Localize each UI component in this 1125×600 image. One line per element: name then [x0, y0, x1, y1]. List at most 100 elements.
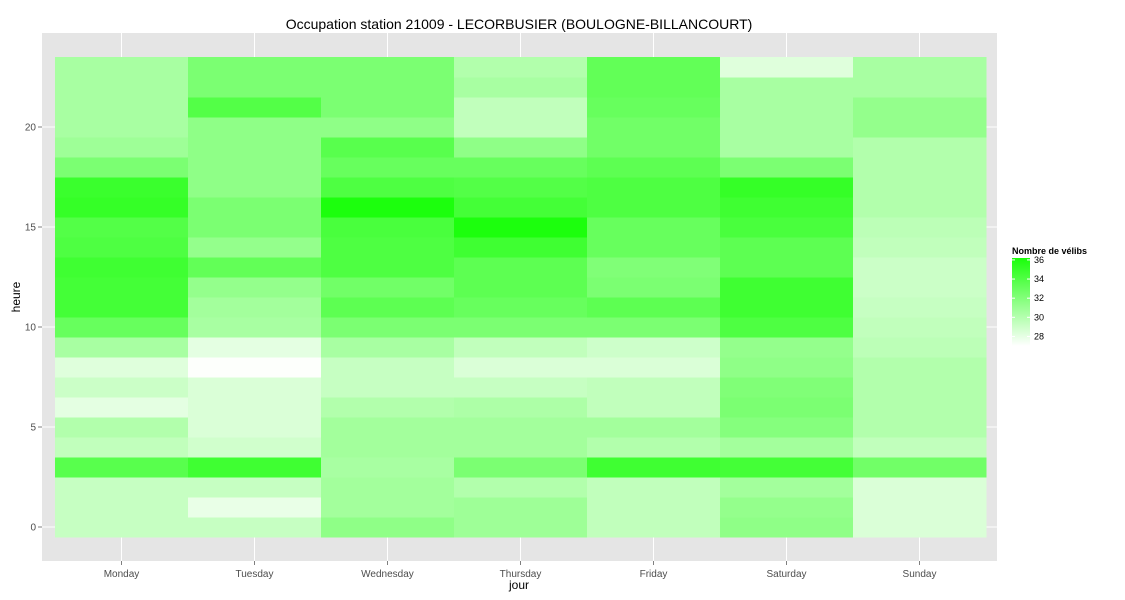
heatmap-cell	[587, 137, 721, 158]
heatmap-cell	[55, 77, 189, 98]
heatmap-cell	[720, 217, 854, 238]
heatmap-cell	[188, 157, 322, 178]
heatmap-cell	[853, 377, 987, 398]
heatmap-cell	[321, 277, 455, 298]
heatmap-cell	[188, 497, 322, 518]
heatmap-cell	[55, 117, 189, 138]
heatmap-cell	[587, 457, 721, 478]
heatmap-cell	[321, 217, 455, 238]
heatmap-cell	[55, 57, 189, 78]
heatmap-cell	[321, 197, 455, 218]
heatmap-cell	[188, 57, 322, 78]
heatmap-tiles	[55, 57, 987, 538]
x-tick-label: Friday	[640, 569, 668, 580]
heatmap-cell	[321, 477, 455, 498]
heatmap-cell	[587, 517, 721, 538]
heatmap-cell	[188, 137, 322, 158]
heatmap-cell	[188, 377, 322, 398]
heatmap-cell	[587, 477, 721, 498]
heatmap-cell	[321, 497, 455, 518]
heatmap-cell	[188, 517, 322, 538]
heatmap-cell	[853, 257, 987, 278]
heatmap-cell	[454, 377, 588, 398]
heatmap-cell	[321, 417, 455, 438]
heatmap-cell	[188, 257, 322, 278]
heatmap-cell	[853, 197, 987, 218]
heatmap-cell	[853, 177, 987, 198]
heatmap-cell	[853, 397, 987, 418]
y-tick-label: 20	[25, 123, 37, 134]
heatmap-cell	[321, 97, 455, 118]
heatmap-cell	[454, 257, 588, 278]
heatmap-cell	[321, 377, 455, 398]
legend-title: Nombre de vélibs	[1012, 246, 1087, 256]
color-legend: Nombre de vélibs 28 30 32 34 36	[1012, 246, 1087, 346]
y-tick-label: 0	[30, 523, 36, 534]
heatmap-cell	[321, 117, 455, 138]
heatmap-cell	[720, 197, 854, 218]
heatmap-cell	[720, 377, 854, 398]
heatmap-cell	[720, 157, 854, 178]
heatmap-cell	[853, 477, 987, 498]
heatmap-cell	[454, 337, 588, 358]
heatmap-cell	[55, 257, 189, 278]
x-tick-label: Wednesday	[361, 569, 414, 580]
y-tick-label: 10	[25, 323, 37, 334]
heatmap-cell	[454, 217, 588, 238]
heatmap-cell	[55, 517, 189, 538]
heatmap-cell	[321, 297, 455, 318]
y-axis-title: heure	[9, 281, 23, 312]
heatmap-cell	[720, 357, 854, 378]
heatmap-cell	[587, 217, 721, 238]
heatmap-cell	[55, 157, 189, 178]
heatmap-cell	[587, 97, 721, 118]
heatmap-cell	[55, 297, 189, 318]
heatmap-cell	[454, 57, 588, 78]
heatmap-cell	[188, 197, 322, 218]
heatmap-cell	[55, 197, 189, 218]
heatmap-cell	[188, 277, 322, 298]
heatmap-cell	[454, 497, 588, 518]
heatmap-cell	[853, 77, 987, 98]
heatmap-cell	[587, 77, 721, 98]
heatmap-cell	[321, 437, 455, 458]
heatmap-cell	[853, 117, 987, 138]
heatmap-cell	[720, 477, 854, 498]
heatmap-cell	[853, 457, 987, 478]
heatmap-cell	[587, 297, 721, 318]
heatmap-cell	[587, 377, 721, 398]
legend-tick-label: 28	[1034, 331, 1044, 341]
chart-title: Occupation station 21009 - LECORBUSIER (…	[286, 16, 753, 32]
heatmap-cell	[321, 57, 455, 78]
heatmap-cell	[321, 337, 455, 358]
heatmap-cell	[188, 337, 322, 358]
heatmap-cell	[720, 517, 854, 538]
heatmap-cell	[720, 417, 854, 438]
heatmap-cell	[55, 337, 189, 358]
heatmap-cell	[587, 337, 721, 358]
heatmap-cell	[55, 457, 189, 478]
heatmap-cell	[853, 497, 987, 518]
legend-tick-label: 32	[1034, 293, 1044, 303]
heatmap-cell	[720, 97, 854, 118]
heatmap-cell	[55, 397, 189, 418]
heatmap-cell	[188, 457, 322, 478]
heatmap-cell	[720, 457, 854, 478]
heatmap-cell	[55, 217, 189, 238]
heatmap-cell	[454, 117, 588, 138]
heatmap-cell	[853, 137, 987, 158]
heatmap-cell	[188, 317, 322, 338]
heatmap-cell	[720, 177, 854, 198]
heatmap-cell	[188, 297, 322, 318]
heatmap-cell	[454, 477, 588, 498]
heatmap-cell	[587, 197, 721, 218]
heatmap-cell	[454, 517, 588, 538]
y-tick-label: 15	[25, 223, 37, 234]
heatmap-cell	[587, 357, 721, 378]
heatmap-cell	[188, 437, 322, 458]
heatmap-cell	[454, 297, 588, 318]
heatmap-cell	[55, 237, 189, 258]
heatmap-cell	[321, 357, 455, 378]
heatmap-cell	[454, 397, 588, 418]
heatmap-cell	[720, 317, 854, 338]
